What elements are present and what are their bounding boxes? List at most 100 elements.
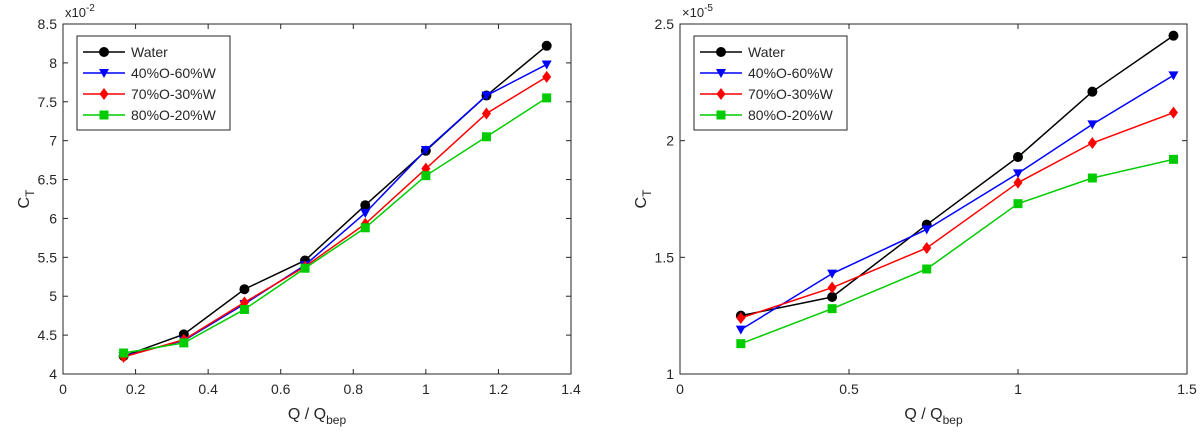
x-axis-label-subscript: bep [943,413,963,427]
legend-label: 40%O-60%W [131,65,217,81]
data-point [827,281,837,294]
data-point [360,200,371,211]
exponent-base: ×10 [682,5,704,20]
y-tick-label: 4.5 [38,327,58,343]
legend-marker [716,88,726,100]
series-line-3 [123,76,548,358]
legend-label: 70%O-30%W [131,86,217,102]
series-line-2 [123,63,548,357]
x-tick-label: 1.2 [489,381,509,397]
legend-label: 80%O-20%W [131,107,217,123]
exponent-power: -5 [704,3,713,14]
x-tick-label: 1 [422,381,430,397]
data-point [922,264,932,274]
y-tick-label: 2.5 [655,16,675,32]
x-tick-label: 0.6 [271,381,291,397]
data-point [827,269,838,279]
x-tick-label: 0.4 [198,381,218,397]
x-tick-label: 1.4 [561,381,581,397]
chart-2: 0 0.5 1 1.5 1 1.5 2 2.5 ×10-5 Q / Qbep CT Water 40%O… [633,3,1197,427]
data-point [827,292,838,302]
data-point [481,91,492,101]
exponent-power: -2 [86,3,95,14]
x-tick-label: 0 [676,381,684,397]
y-tick-label: 8 [49,55,57,71]
chart-1: 0 0.2 0.4 0.6 0.8 1 1.2 1.4 4 4.5 5 5.5 6 6.5 7 7.5 8 8.5… [16,3,581,427]
x-axis-label-main: Q / Q [288,406,326,423]
legend-label: 80%O-20%W [748,107,834,123]
legend-marker [99,69,109,78]
data-point [736,312,746,324]
legend-label: 70%O-30%W [748,86,834,102]
plot-frame [679,23,1188,375]
series-line-4 [740,158,1174,345]
data-point [736,339,746,349]
series-line-2 [740,74,1174,331]
data-point [360,223,370,233]
data-point [921,225,932,235]
y-tick-label: 5.5 [38,249,58,265]
legend: Water 40%O-60%W 70%O-30%W 80%O-20%W [693,35,848,131]
y-tick-label: 1 [666,366,674,382]
exponent-label: ×10-5 [682,3,713,20]
legend-marker [716,110,726,120]
y-tick-label: 1.5 [655,249,675,265]
y-tick-label: 7 [49,133,57,149]
y-axis-label-main: C [633,197,650,209]
data-point [541,60,552,70]
data-point [1013,152,1023,162]
y-axis-label-subscript: T [23,189,37,197]
legend-marker [99,88,109,100]
y-tick-label: 8.5 [38,16,58,32]
data-point [481,107,491,120]
data-point [1013,199,1023,209]
y-axis-label: CT [16,189,37,209]
y-tick-label: 5 [49,288,57,304]
data-point [1087,137,1097,149]
data-point [239,304,249,314]
data-point [1013,169,1023,179]
x-tick-label: 1 [1014,381,1022,397]
data-point [239,284,250,295]
data-point [1087,86,1098,97]
y-axis-label-subscript: T [640,189,654,197]
y-tick-label: 6 [49,210,57,226]
legend-marker [99,110,109,120]
legend-marker [716,47,726,57]
x-tick-label: 0 [59,381,67,397]
data-point [1168,71,1179,81]
legend-marker [716,69,726,78]
y-tick-label: 4 [49,366,57,382]
series-line-4 [123,97,548,354]
y-tick-label: 2 [666,133,674,149]
data-point [420,146,431,155]
data-point [542,93,552,103]
data-point [1168,30,1179,41]
series-line-1 [740,35,1174,317]
exponent-base: x10 [65,5,86,20]
legend-label: 40%O-60%W [748,65,834,81]
data-point [1168,106,1178,119]
data-point [1013,176,1023,189]
data-point [1087,120,1098,130]
x-tick-label: 0.5 [839,381,859,397]
x-axis-label: Q / Qbep [904,406,963,427]
data-point [481,132,491,142]
x-tick-label: 0.2 [126,381,146,397]
data-point [119,348,129,358]
data-point [542,70,552,83]
series-line-3 [740,111,1174,319]
y-tick-label: 7.5 [38,94,58,110]
data-point [360,209,371,218]
legend-marker [99,47,109,57]
legend: Water 40%O-60%W 70%O-30%W 80%O-20%W [76,35,231,131]
data-point [179,338,189,348]
y-tick-label: 6.5 [38,172,58,188]
plot-frame [62,23,572,375]
x-tick-label: 0.8 [344,381,364,397]
x-axis-label-main: Q / Q [904,406,942,423]
data-point [541,40,552,51]
legend-label: Water [131,44,168,60]
y-axis-label-main: C [16,197,33,209]
